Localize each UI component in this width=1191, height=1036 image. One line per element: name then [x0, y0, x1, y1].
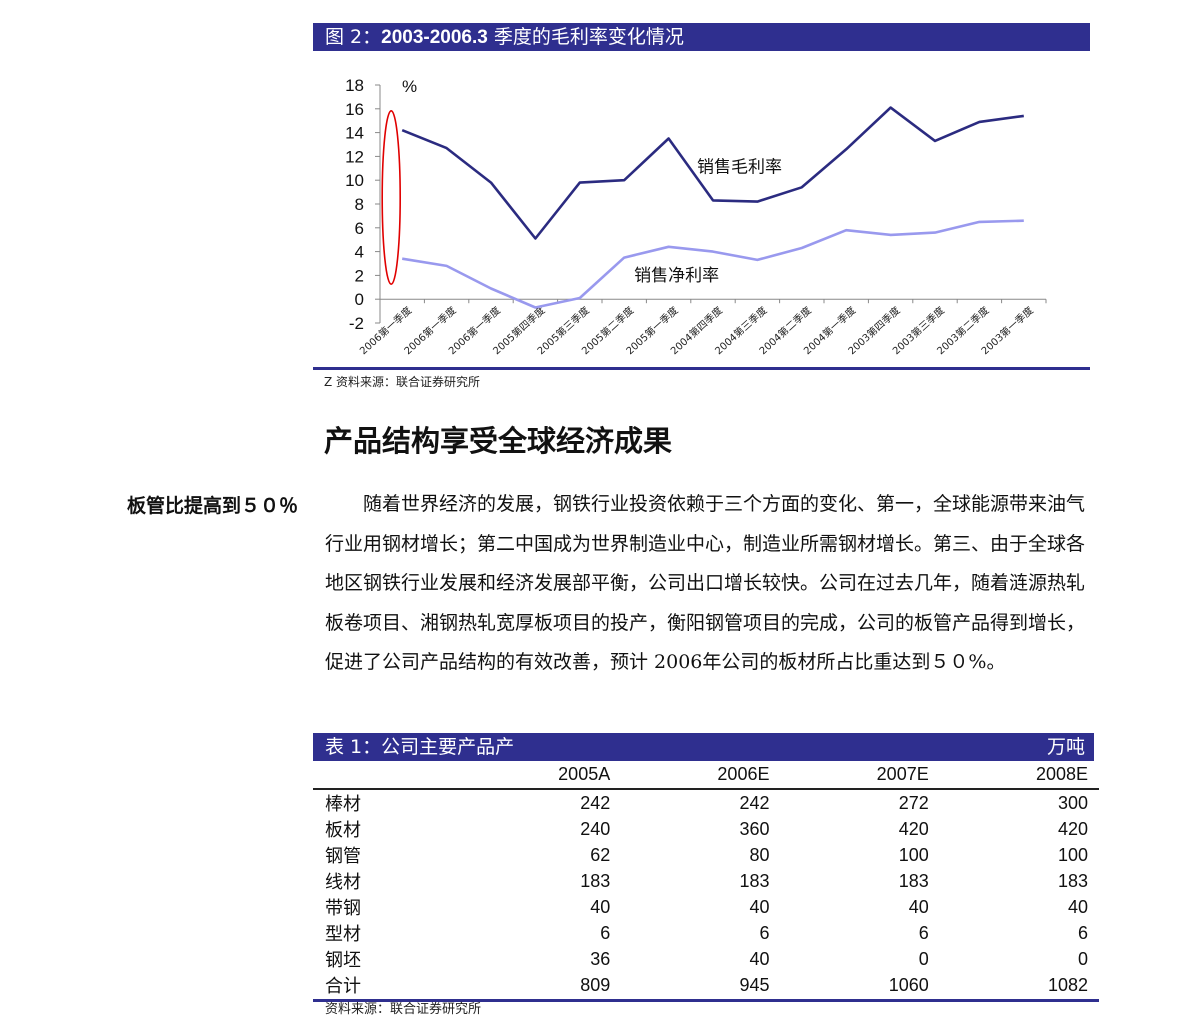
- table-cell: 242: [580, 792, 611, 813]
- table-row: 合计 809 945 1060 1082: [313, 972, 1099, 998]
- body-paragraph: 随着世界经济的发展，钢铁行业投资依赖于三个方面的变化、第一，全球能源带来油气行业…: [325, 493, 1086, 673]
- highlight-ellipse: [381, 109, 401, 285]
- table-row: 钢坯 36 40 0 0: [313, 946, 1099, 972]
- table-cell: 420: [1057, 818, 1088, 839]
- table-cell: 1060: [888, 974, 929, 995]
- y-tick-label: 6: [355, 219, 364, 238]
- table-cell: 钢坯: [325, 950, 361, 971]
- table-cell: 6: [918, 922, 929, 943]
- table-cell: 183: [739, 870, 770, 891]
- series-label-1: 销售毛利率: [697, 157, 782, 177]
- series-line-2: [401, 219, 1024, 309]
- table-cell: 6: [1077, 922, 1088, 943]
- table-cell: 棒材: [325, 794, 361, 815]
- table-unit: 万吨: [1046, 736, 1085, 758]
- table-header-row: 2005A 2006E 2007E 2008E: [313, 761, 1099, 790]
- section-heading: 产品结构享受全球经济成果: [324, 424, 673, 458]
- series-label-2: 销售净利率: [634, 266, 719, 286]
- y-tick-label: 18: [345, 76, 364, 95]
- table-cell: 6: [759, 922, 770, 943]
- table-row: 钢管 62 80 100 100: [313, 842, 1099, 868]
- table-cell: 36: [590, 948, 611, 969]
- table-row: 带钢 40 40 40 40: [313, 894, 1099, 920]
- table-cell: 钢管: [325, 846, 361, 867]
- table-cell: 合计: [325, 976, 361, 997]
- y-unit-label: %: [402, 77, 417, 96]
- series-line-1: [401, 106, 1024, 240]
- table-row: 棒材 242 242 272 300: [313, 789, 1099, 816]
- table-source: 资料来源：联合证券研究所: [325, 1002, 482, 1017]
- header-cell: 2008E: [939, 761, 1099, 790]
- table-cell: 40: [908, 896, 929, 917]
- table-cell: 360: [739, 818, 770, 839]
- table-cell: 420: [898, 818, 929, 839]
- figure-caption-rest: 季度的毛利率变化情况: [487, 26, 684, 48]
- table-cell: 100: [1057, 844, 1088, 865]
- production-table-block: 表 1：公司主要产品产 万吨 2005A 2006E 2007E 2008E 棒…: [313, 733, 1099, 1002]
- table-cell: 线材: [325, 872, 361, 893]
- table-cell: 809: [580, 974, 611, 995]
- table-cell: 6: [600, 922, 611, 943]
- table-cell: 240: [580, 818, 611, 839]
- table-bottom-rule: [313, 999, 1099, 1002]
- table-cell: 40: [749, 896, 770, 917]
- table-cell: 62: [590, 844, 611, 865]
- y-tick-label: 12: [345, 147, 364, 166]
- table-cell: 242: [739, 792, 770, 813]
- y-tick-label: -2: [349, 314, 364, 333]
- table-cell: 40: [749, 948, 770, 969]
- header-cell: 2006E: [621, 761, 781, 790]
- side-note: 板管比提高到５０％: [127, 495, 299, 517]
- table-cell: 板材: [325, 820, 361, 841]
- table-row: 板材 240 360 420 420: [313, 816, 1099, 842]
- header-cell: 2007E: [780, 761, 940, 790]
- header-cell: 2005A: [461, 761, 622, 790]
- figure-caption-bold: 2003-2006.3: [381, 27, 488, 48]
- table-cell: 40: [590, 896, 611, 917]
- table-row: 线材 183 183 183 183: [313, 868, 1099, 894]
- table-cell: 272: [898, 792, 929, 813]
- y-tick-label: 0: [355, 290, 364, 309]
- chart-bottom-rule: [313, 367, 1090, 370]
- table-cell: 0: [918, 948, 929, 969]
- table-cell: 40: [1067, 896, 1088, 917]
- production-table: 2005A 2006E 2007E 2008E 棒材 242 242 272 3…: [313, 761, 1099, 998]
- table-cell: 0: [1077, 948, 1088, 969]
- table-cell: 带钢: [325, 898, 361, 919]
- table-banner-end-mark: [1093, 733, 1099, 761]
- table-caption-banner: 表 1：公司主要产品产 万吨: [313, 733, 1099, 761]
- y-tick-label: 8: [355, 195, 364, 214]
- y-tick-label: 4: [355, 243, 364, 262]
- table-cell: 型材: [325, 924, 361, 945]
- table-cell: 183: [580, 870, 611, 891]
- header-cell: [313, 761, 462, 790]
- table-cell: 1082: [1047, 974, 1088, 995]
- table-cell: 183: [1057, 870, 1088, 891]
- y-tick-label: 10: [345, 171, 364, 190]
- y-tick-label: 16: [345, 100, 364, 119]
- figure-caption-banner: 图 2：2003-2006.3 季度的毛利率变化情况: [313, 23, 1090, 51]
- table-cell: 80: [749, 844, 770, 865]
- table-row: 型材 6 6 6 6: [313, 920, 1099, 946]
- table-cell: 100: [898, 844, 929, 865]
- table-title: 表 1：公司主要产品产: [325, 736, 515, 758]
- table-cell: 183: [898, 870, 929, 891]
- y-tick-label: 14: [345, 124, 364, 143]
- table-cell: 945: [739, 974, 770, 995]
- y-tick-label: 2: [355, 266, 364, 285]
- chart-source: Z 资料来源：联合证券研究所: [324, 375, 481, 389]
- table-cell: 300: [1057, 792, 1088, 813]
- figure-caption-prefix: 图 2：: [325, 26, 382, 48]
